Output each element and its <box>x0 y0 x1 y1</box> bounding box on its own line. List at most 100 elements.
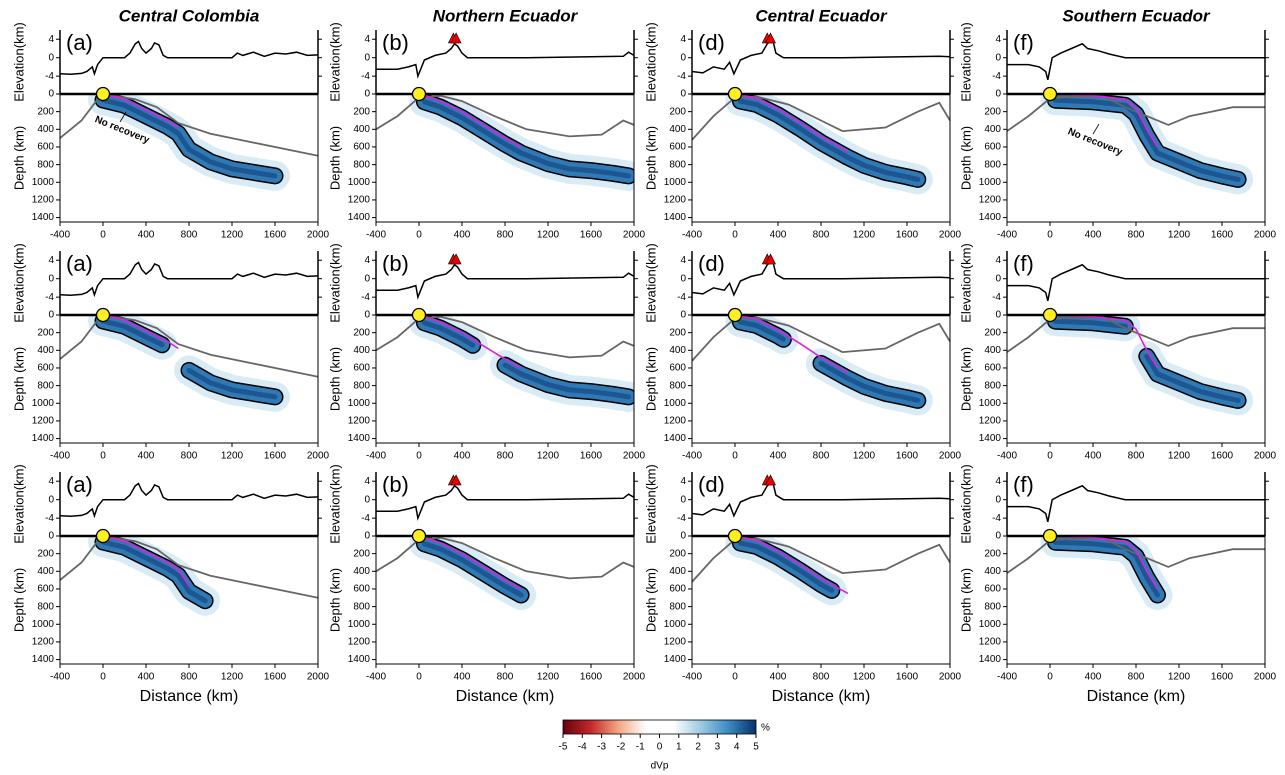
y-tick-label: 400 <box>353 124 370 135</box>
x-tick-label: 400 <box>454 672 471 683</box>
y-tick-label: 800 <box>669 601 686 612</box>
y-tick-label: 0 <box>995 273 1001 284</box>
y-tick-label: 1000 <box>979 398 1002 409</box>
x-tick-label: 1200 <box>221 451 244 462</box>
y-tick-label: 800 <box>669 159 686 170</box>
x-tick-label: 2000 <box>939 230 962 241</box>
x-axis-label: Distance (km) <box>772 688 871 705</box>
section-body <box>60 315 318 412</box>
trench-marker <box>95 528 111 544</box>
y-tick-label: 0 <box>680 310 686 321</box>
contour-line <box>692 95 950 141</box>
colorbar-tick-label: -4 <box>578 742 587 753</box>
x-tick-label: 800 <box>181 451 198 462</box>
y-tick-label: 0 <box>48 52 54 63</box>
anomaly-core <box>100 318 165 348</box>
colorbar-tick-label: -2 <box>616 742 625 753</box>
x-tick-label: -400 <box>997 451 1017 462</box>
y-tick-label: 1000 <box>664 177 687 188</box>
y-axis-label: Depth (km) <box>327 126 342 190</box>
x-tick-label: 1600 <box>264 672 287 683</box>
y-axis-label: Depth (km) <box>958 568 973 632</box>
panel: -4 0 4 Elevation(km) (f) 0 200 400 600 800 1000 120… <box>958 243 1276 461</box>
panel-label: (d) <box>698 30 725 55</box>
y-tick-label: 1200 <box>979 195 1002 206</box>
x-tick-label: 800 <box>497 672 514 683</box>
y-tick-label: 0 <box>48 494 54 505</box>
section-body <box>1007 315 1265 416</box>
panel-label: (d) <box>698 251 725 276</box>
x-tick-label: -400 <box>682 672 702 683</box>
y-tick-label: -4 <box>677 71 686 82</box>
x-tick-label: 2000 <box>1254 230 1277 241</box>
colorbar-tick-label: 3 <box>715 742 721 753</box>
slab-line <box>418 536 522 590</box>
panel: -4 0 4 Elevation(km) (d) 0 200 400 600 800 1000 120… <box>643 22 961 240</box>
anomaly-core <box>737 540 835 593</box>
y-tick-label: 1200 <box>664 637 687 648</box>
y-tick-label: 400 <box>37 566 54 577</box>
section-body <box>376 315 634 412</box>
y-tick-label: 1200 <box>664 416 687 427</box>
anomaly-core <box>1052 318 1128 329</box>
x-tick-label: -400 <box>682 451 702 462</box>
y-tick-label: 400 <box>37 124 54 135</box>
anomaly-core <box>421 320 476 348</box>
y-tick-label: 0 <box>364 273 370 284</box>
contour-line <box>376 536 634 580</box>
panel: -4 0 4 Elevation(km) (f) 0 200 400 600 800 1000 120… <box>958 464 1276 682</box>
y-tick-label: 400 <box>353 566 370 577</box>
slab-line <box>418 94 522 148</box>
x-tick-label: 1600 <box>264 451 287 462</box>
x-axis-label: Distance (km) <box>456 688 555 705</box>
y-tick-label: 0 <box>364 494 370 505</box>
y-tick-label: 1200 <box>348 637 371 648</box>
colorbar-tick-label: 4 <box>734 742 740 753</box>
elevation-line <box>60 40 318 77</box>
x-tick-label: -400 <box>682 230 702 241</box>
x-tick-label: 2000 <box>623 451 646 462</box>
y-tick-label: 0 <box>48 273 54 284</box>
y-axis-label: Depth (km) <box>643 126 658 190</box>
y-axis-label: Depth (km) <box>11 126 26 190</box>
colorbar-tick-label: 0 <box>657 742 663 753</box>
y-tick-label: 600 <box>353 363 370 374</box>
y-tick-label: 1000 <box>979 619 1002 630</box>
y-tick-label: 200 <box>37 106 54 117</box>
panel: -4 0 4 Elevation(km) (a) 0 200 400 600 800 1000 120… <box>11 464 329 682</box>
x-tick-label: 800 <box>497 451 514 462</box>
y-tick-label: 600 <box>37 142 54 153</box>
contour-line <box>1007 95 1265 132</box>
slab-line <box>102 315 179 350</box>
trench-marker <box>727 528 743 544</box>
y-tick-label: 1400 <box>664 212 687 223</box>
x-tick-label: 400 <box>770 672 787 683</box>
y-axis-label: Elevation(km) <box>327 22 342 101</box>
x-tick-label: 2000 <box>1254 672 1277 683</box>
x-tick-label: 0 <box>100 672 106 683</box>
x-tick-label: 1200 <box>1168 672 1191 683</box>
x-tick-label: 2000 <box>307 230 330 241</box>
x-tick-label: 400 <box>1085 230 1102 241</box>
x-tick-label: 0 <box>1047 230 1053 241</box>
colorbar-tick-label: 2 <box>695 742 701 753</box>
y-axis-label: Elevation(km) <box>958 464 973 543</box>
elevation-line <box>1007 263 1265 301</box>
x-tick-label: 800 <box>181 230 198 241</box>
section-body <box>60 94 318 191</box>
y-tick-label: 200 <box>984 106 1001 117</box>
y-tick-label: 1400 <box>664 433 687 444</box>
y-tick-label: 600 <box>353 584 370 595</box>
y-tick-label: 1000 <box>348 619 371 630</box>
y-tick-label: 0 <box>995 494 1001 505</box>
panel-label: (b) <box>382 251 409 276</box>
column-title: Central Ecuador <box>755 6 888 25</box>
x-tick-label: 0 <box>1047 451 1053 462</box>
y-axis-label: Elevation(km) <box>11 464 26 543</box>
y-tick-label: 800 <box>353 601 370 612</box>
trench-marker <box>727 86 743 102</box>
x-tick-label: -400 <box>366 451 386 462</box>
y-tick-label: -4 <box>992 71 1001 82</box>
panel-label: (b) <box>382 30 409 55</box>
